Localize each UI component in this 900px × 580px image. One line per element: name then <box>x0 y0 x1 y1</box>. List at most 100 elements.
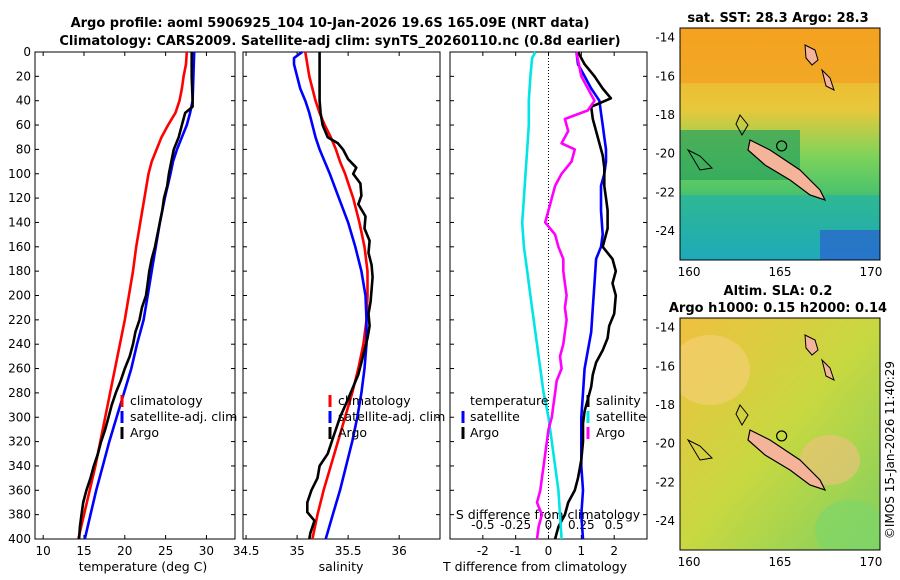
map-y-tick-label: -14 <box>655 321 675 335</box>
series-line-s-satellite <box>520 51 563 540</box>
difference-xlabel: T difference from climatology <box>442 559 628 574</box>
sla-map-frame <box>679 317 881 551</box>
series-line-argo <box>77 52 194 540</box>
y-tick-label: 240 <box>8 337 31 351</box>
map-y-tick-label: -22 <box>655 185 675 199</box>
sla-map-title-line1: Altim. SLA: 0.2 <box>724 284 833 299</box>
salinity-series-group <box>292 50 374 540</box>
map-y-tick-label: -20 <box>655 147 675 161</box>
x-tick-label: 30 <box>199 544 214 558</box>
x-tick-label: 15 <box>76 544 91 558</box>
salinity-panel-frame <box>242 51 441 540</box>
tick-layer: 0204060801001201401601802002202402602803… <box>8 31 882 569</box>
y-tick-label: 160 <box>8 240 31 254</box>
sla-map-image <box>680 318 880 550</box>
x-tick-label: 20 <box>117 544 132 558</box>
map-y-tick-label: -18 <box>655 108 675 122</box>
sst-map-image <box>680 28 880 260</box>
sst-blue-patch <box>820 230 880 260</box>
sla-map-title-line2: Argo h1000: 0.15 h2000: 0.14 <box>669 301 887 316</box>
y-tick-label: 220 <box>8 313 31 327</box>
reef-outline <box>686 438 714 461</box>
legend-heading-salinity: salinity <box>596 393 641 408</box>
salinity-legend: climatology satellite-adj. clim Argo <box>328 393 445 440</box>
y-tick-label: 20 <box>16 69 31 83</box>
y-tick-label: 320 <box>8 435 31 449</box>
series-line-t-satellite <box>575 51 608 540</box>
y-tick-label: 40 <box>16 94 31 108</box>
map-y-tick-label: -18 <box>655 398 675 412</box>
legend-label-satellite: satellite-adj. clim <box>338 409 445 424</box>
sst-warm-band <box>680 28 880 83</box>
sst-map-title: sat. SST: 28.3 Argo: 28.3 <box>687 11 868 26</box>
y-tick-label: 0 <box>23 45 31 59</box>
legend-label-satellite: satellite-adj. clim <box>130 409 237 424</box>
vanuatu-island <box>821 68 835 91</box>
s-diff-tick-label: 0.5 <box>605 518 624 532</box>
temperature-legend: climatology satellite-adj. clim Argo <box>120 393 237 440</box>
y-tick-label: 280 <box>8 386 31 400</box>
vanuatu-island <box>804 44 819 66</box>
map-y-tick-label: -22 <box>655 475 675 489</box>
y-tick-label: 200 <box>8 289 31 303</box>
y-tick-label: 340 <box>8 459 31 473</box>
reef-outline <box>735 114 749 137</box>
s-diff-tick-label: -0.25 <box>500 518 531 532</box>
credit-text: ©IMOS 15-Jan-2026 11:40:29 <box>883 361 897 539</box>
map-x-tick-label: 165 <box>769 265 792 279</box>
x-tick-label: 0 <box>545 544 553 558</box>
figure-title-line2: Climatology: CARS2009. Satellite-adj cli… <box>59 34 620 49</box>
y-tick-label: 400 <box>8 532 31 546</box>
series-line-t-argo <box>553 51 618 540</box>
map-y-tick-label: -14 <box>655 31 675 45</box>
y-tick-label: 300 <box>8 410 31 424</box>
y-tick-label: 100 <box>8 167 31 181</box>
reef-outline <box>686 148 714 171</box>
x-tick-label: 35.5 <box>335 544 362 558</box>
x-tick-label: 2 <box>610 544 618 558</box>
map-y-tick-label: -16 <box>655 359 675 373</box>
vanuatu-island <box>821 358 835 381</box>
map-x-tick-label: 170 <box>859 265 882 279</box>
x-tick-label: 36 <box>392 544 407 558</box>
sla-high-blob <box>800 435 860 485</box>
vanuatu-island <box>804 334 819 356</box>
map-y-tick-label: -20 <box>655 437 675 451</box>
y-tick-label: 60 <box>16 118 31 132</box>
difference-series-group <box>520 51 618 540</box>
sla-low-blob <box>815 500 880 550</box>
salinity-xlabel: salinity <box>319 559 364 574</box>
y-tick-label: 120 <box>8 191 31 205</box>
sla-high-blob <box>680 335 750 405</box>
y-tick-label: 380 <box>8 508 31 522</box>
legend-label-s-satellite: satellite <box>596 409 646 424</box>
series-line-satellite-adj-clim <box>292 50 368 540</box>
map-x-tick-label: 160 <box>678 265 701 279</box>
y-tick-label: 360 <box>8 483 31 497</box>
series-line-s-argo <box>535 51 596 540</box>
x-tick-label: 10 <box>36 544 51 558</box>
figure-title-line1: Argo profile: aoml 5906925_104 10-Jan-20… <box>71 16 590 31</box>
legend-label-argo: Argo <box>338 425 367 440</box>
map-y-tick-label: -24 <box>655 514 675 528</box>
map-y-tick-label: -16 <box>655 69 675 83</box>
legend-label-t-argo: Argo <box>470 425 499 440</box>
series-line-satellite-adj-clim <box>83 51 196 540</box>
argo-position-marker <box>776 430 788 442</box>
new-caledonia-island <box>747 429 827 492</box>
temperature-panel-frame <box>34 51 236 540</box>
x-tick-label: 35 <box>289 544 304 558</box>
map-y-tick-label: -24 <box>655 224 675 238</box>
y-tick-label: 260 <box>8 362 31 376</box>
legend-label-argo: Argo <box>130 425 159 440</box>
new-caledonia-island <box>747 139 827 202</box>
argo-position-marker <box>776 140 788 152</box>
x-tick-label: -2 <box>477 544 489 558</box>
legend-label-t-satellite: satellite <box>470 409 520 424</box>
difference-legend: temperature satellite Argo salinity sate… <box>461 393 646 440</box>
x-tick-label: -1 <box>510 544 522 558</box>
legend-label-climatology: climatology <box>130 393 203 408</box>
legend-heading-temperature: temperature <box>470 393 549 408</box>
s-diff-tick-label: -0.5 <box>471 518 494 532</box>
